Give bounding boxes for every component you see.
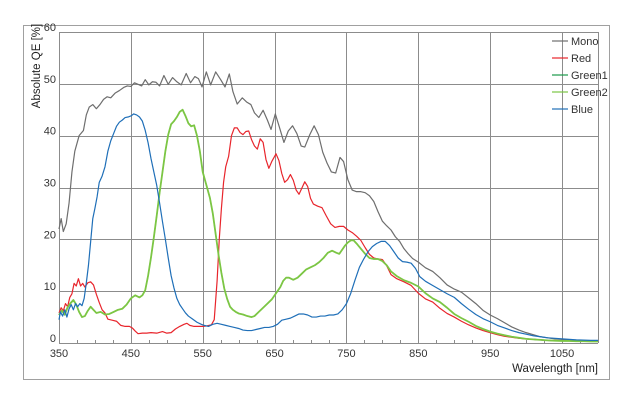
x-axis-title: Wavelength [nm] (512, 363, 598, 375)
legend-item-green1: Green1 (552, 70, 608, 82)
series-mono (58, 71, 598, 342)
y-tick-label: 10 (44, 281, 56, 293)
x-tick-label: 450 (122, 348, 140, 360)
y-tick-label: 50 (44, 74, 56, 86)
series-blue (58, 113, 598, 342)
legend-label: Green1 (571, 70, 608, 82)
x-tick-label: 750 (337, 348, 355, 360)
legend-label: Red (571, 53, 591, 65)
legend-item-red: Red (552, 53, 591, 65)
x-tick-label: 650 (265, 348, 283, 360)
x-tick-label: 850 (409, 348, 427, 360)
y-tick-label: 40 (44, 126, 56, 138)
legend-item-mono: Mono (552, 36, 599, 48)
y-tick-label: 60 (44, 22, 56, 34)
x-tick-label: 1050 (550, 348, 574, 360)
series-green2 (58, 108, 598, 343)
x-tick-label: 550 (194, 348, 212, 360)
legend-label: Blue (571, 104, 593, 116)
x-tick-label: 950 (481, 348, 499, 360)
legend-item-blue: Blue (552, 104, 593, 116)
y-tick-label: 20 (44, 229, 56, 241)
legend-label: Green2 (571, 87, 608, 99)
y-axis-title: Absolute QE [%] (31, 24, 43, 108)
legend-item-green2: Green2 (552, 87, 608, 99)
y-tick-label: 0 (50, 333, 56, 345)
y-tick-label: 30 (44, 178, 56, 190)
legend-label: Mono (571, 36, 599, 48)
minor-ticks (59, 340, 599, 343)
series-red (58, 127, 598, 343)
chart-frame (23, 25, 610, 380)
x-tick-label: 350 (50, 348, 68, 360)
series-layer (58, 71, 598, 343)
y-axis-tick-labels: 0 10 20 30 40 50 60 (44, 22, 56, 345)
legend: Mono Red Green1 Green2 Blue (552, 36, 608, 116)
x-axis-tick-labels: 350 450 550 650 750 850 950 1050 (50, 348, 574, 360)
